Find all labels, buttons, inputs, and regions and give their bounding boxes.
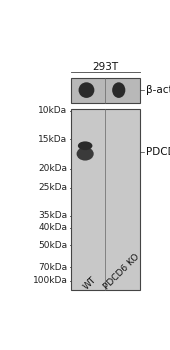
Text: PDCD6 KO: PDCD6 KO: [102, 252, 141, 291]
Text: 15kDa: 15kDa: [38, 134, 67, 144]
FancyBboxPatch shape: [71, 78, 140, 103]
Text: 35kDa: 35kDa: [38, 211, 67, 220]
Text: 10kDa: 10kDa: [38, 106, 67, 115]
Ellipse shape: [78, 141, 92, 150]
Text: β-actin: β-actin: [146, 85, 170, 95]
Text: WT: WT: [81, 275, 98, 291]
Ellipse shape: [112, 82, 125, 98]
Ellipse shape: [77, 147, 94, 161]
Text: 40kDa: 40kDa: [38, 223, 67, 232]
Text: 25kDa: 25kDa: [38, 183, 67, 192]
Text: 20kDa: 20kDa: [38, 164, 67, 173]
Text: 50kDa: 50kDa: [38, 241, 67, 250]
Ellipse shape: [79, 82, 94, 98]
Text: 70kDa: 70kDa: [38, 262, 67, 272]
Text: 293T: 293T: [92, 62, 119, 72]
Text: PDCD6: PDCD6: [146, 147, 170, 158]
FancyBboxPatch shape: [71, 109, 140, 290]
Text: 100kDa: 100kDa: [32, 276, 67, 285]
